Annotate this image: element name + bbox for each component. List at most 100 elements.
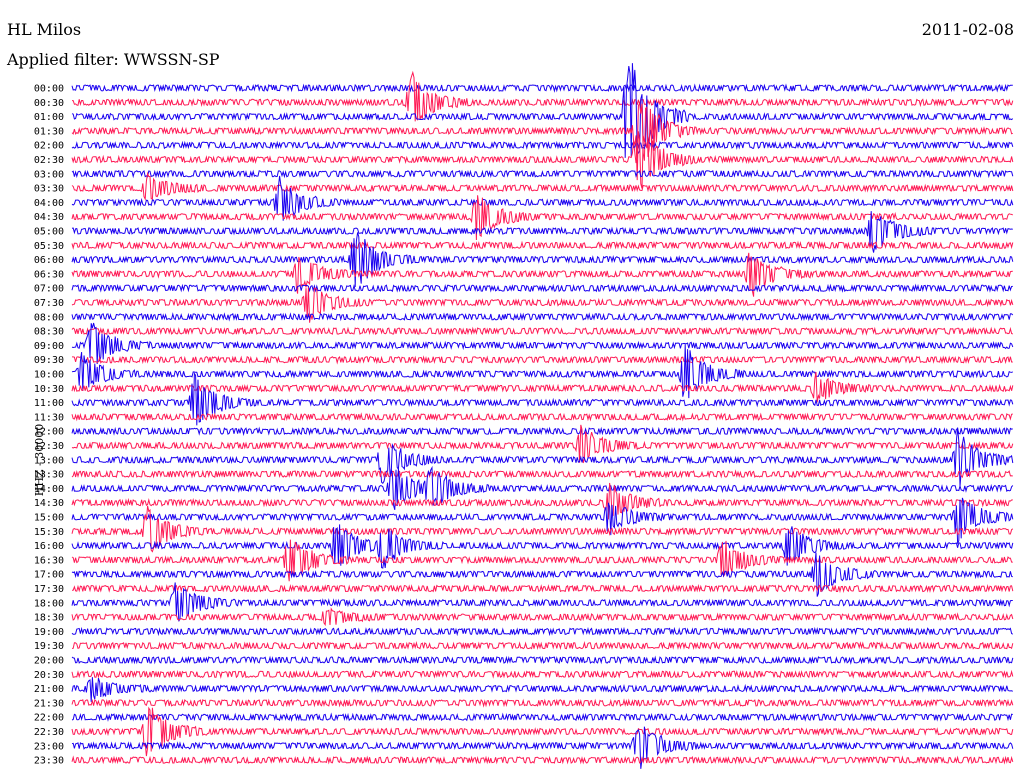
seismic-trace	[71, 175, 1014, 221]
row-time-label: 09:00	[34, 341, 64, 352]
row-time-label: 22:00	[34, 713, 64, 724]
seismic-trace	[71, 552, 1013, 597]
seismic-trace	[71, 322, 1014, 365]
row-time-label: 21:30	[34, 698, 64, 709]
seismic-trace	[71, 706, 1014, 757]
seismic-trace	[71, 371, 1014, 403]
row-time-label: 01:30	[34, 126, 64, 137]
row-time-label: 03:00	[34, 169, 64, 180]
row-time-label: 12:00	[34, 427, 64, 438]
row-time-label: 17:30	[34, 584, 64, 595]
seismic-trace	[71, 669, 1014, 679]
row-time-label: 16:30	[34, 555, 64, 566]
row-time-label: 17:00	[34, 570, 64, 581]
row-time-label: 20:00	[34, 656, 64, 667]
seismic-trace	[71, 712, 1013, 722]
seismic-trace	[71, 698, 1014, 708]
seismic-trace	[71, 83, 1013, 93]
station-title: HL Milos	[7, 20, 82, 39]
seismic-trace	[71, 539, 1013, 582]
seismic-trace	[72, 583, 1014, 594]
row-time-label: 03:30	[34, 184, 64, 195]
row-time-label: 19:30	[34, 641, 64, 652]
row-time-label: 09:30	[34, 355, 64, 366]
row-time-label: 11:30	[34, 412, 64, 423]
row-time-label: 13:00	[34, 455, 64, 466]
row-time-label: 23:30	[34, 756, 64, 767]
seismic-trace	[71, 582, 1013, 622]
seismic-trace	[71, 677, 1013, 702]
seismic-trace	[71, 140, 1014, 150]
seismic-trace	[71, 607, 1014, 627]
row-time-label: 02:00	[34, 141, 64, 152]
seismic-trace	[71, 655, 1014, 665]
row-time-label: 14:30	[34, 498, 64, 509]
row-time-label: 06:00	[34, 255, 64, 266]
seismic-trace	[71, 424, 1014, 464]
row-time-label: 19:00	[34, 627, 64, 638]
seismic-trace	[71, 412, 1013, 422]
seismic-trace	[71, 326, 1013, 336]
seismic-trace	[71, 287, 1014, 323]
seismic-trace	[71, 465, 1014, 511]
row-time-label: 00:30	[34, 98, 64, 109]
row-time-label: 15:00	[34, 513, 64, 524]
row-time-label: 14:00	[34, 484, 64, 495]
seismic-trace	[71, 626, 1014, 637]
row-time-label: 07:00	[34, 284, 64, 295]
row-time-label: 04:30	[34, 212, 64, 223]
seismic-trace	[71, 232, 1014, 288]
seismic-trace	[71, 312, 1014, 322]
filter-label: Applied filter: WWSSN-SP	[7, 50, 220, 69]
seismic-trace	[71, 524, 1014, 569]
seismic-trace	[72, 70, 1014, 122]
row-time-label: 21:00	[34, 684, 64, 695]
seismic-trace	[71, 497, 1014, 545]
row-time-label: 10:00	[34, 370, 64, 381]
row-time-label: 08:30	[34, 327, 64, 338]
seismic-trace	[71, 169, 1014, 179]
row-time-label: 05:00	[34, 227, 64, 238]
seismic-trace	[71, 344, 1014, 399]
row-time-label: 08:00	[34, 312, 64, 323]
row-time-label: 15:30	[34, 527, 64, 538]
seismic-trace	[71, 372, 1014, 426]
row-time-label: 04:00	[34, 198, 64, 209]
row-time-label: 23:00	[34, 741, 64, 752]
seismic-trace	[71, 755, 1014, 765]
date-label: 2011-02-08	[921, 20, 1014, 39]
row-time-label: 13:30	[34, 470, 64, 481]
row-time-label: 18:30	[34, 613, 64, 624]
row-time-label: 06:30	[34, 269, 64, 280]
row-time-label: 20:30	[34, 670, 64, 681]
row-time-label: 11:00	[34, 398, 64, 409]
row-time-label: 05:30	[34, 241, 64, 252]
seismic-trace	[71, 252, 1013, 297]
seismic-trace	[71, 211, 1013, 253]
seismic-trace	[71, 726, 1014, 769]
seismic-trace	[71, 63, 1014, 158]
seismic-trace	[72, 355, 1013, 365]
seismic-trace	[71, 469, 1013, 479]
row-time-label: 18:00	[34, 598, 64, 609]
seismic-trace	[71, 101, 1013, 164]
seismic-trace	[71, 283, 1013, 293]
seismic-trace	[71, 171, 1014, 201]
row-time-label: 01:00	[34, 112, 64, 123]
seismic-trace	[71, 482, 1013, 520]
row-time-label: 00:00	[34, 84, 64, 95]
seismic-trace	[71, 195, 1013, 241]
seismic-trace	[71, 505, 1014, 553]
seismic-trace	[71, 131, 1014, 189]
seismic-trace	[71, 640, 1014, 651]
row-time-label: 10:30	[34, 384, 64, 395]
seismic-trace	[71, 427, 1014, 487]
row-time-label: 07:30	[34, 298, 64, 309]
row-time-label: 16:00	[34, 541, 64, 552]
seismic-trace	[71, 426, 1013, 437]
row-time-label: 12:30	[34, 441, 64, 452]
row-time-label: 22:30	[34, 727, 64, 738]
row-time-label: 02:30	[34, 155, 64, 166]
seismic-trace	[71, 240, 1014, 251]
